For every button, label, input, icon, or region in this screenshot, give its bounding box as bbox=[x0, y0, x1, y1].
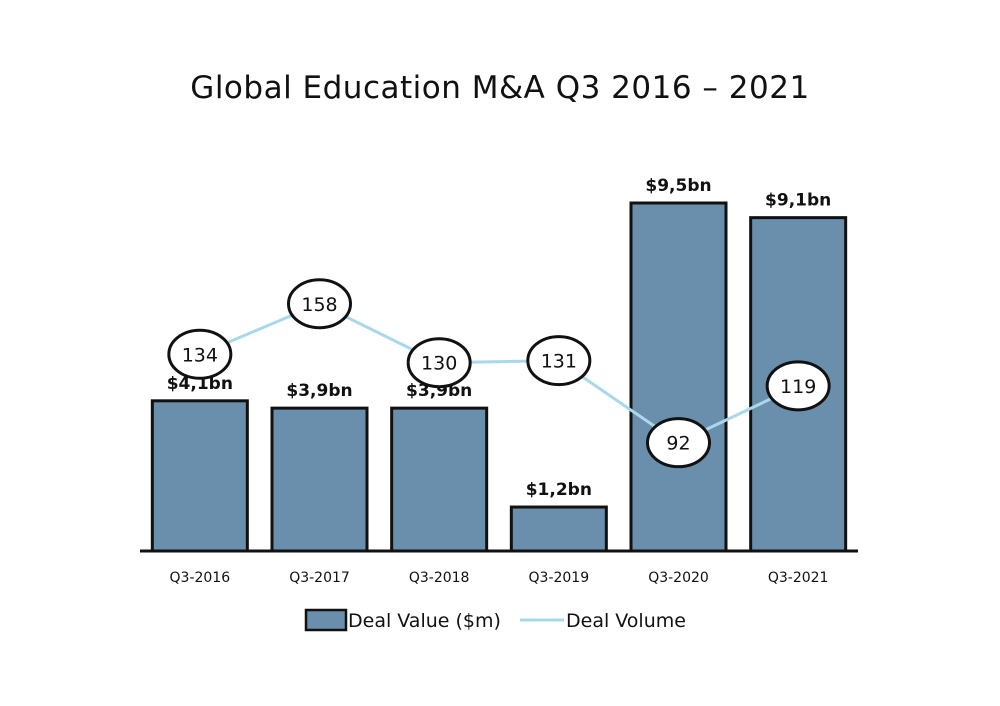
volume-point bbox=[406, 337, 472, 389]
bar-value-label: $9,5bn bbox=[645, 176, 711, 196]
bar-value-label: $4,1bn bbox=[167, 374, 233, 394]
chart-title: Global Education M&A Q3 2016 – 2021 bbox=[190, 70, 810, 106]
volume-label: 131 bbox=[541, 351, 577, 373]
volume-label: 134 bbox=[182, 344, 218, 366]
volume-label: 130 bbox=[421, 353, 457, 375]
volume-label: 92 bbox=[666, 433, 690, 455]
bar-value-label: $3,9bn bbox=[406, 381, 472, 401]
volume-point bbox=[646, 417, 711, 469]
bar bbox=[509, 505, 608, 553]
volume-point bbox=[526, 335, 592, 387]
bar-value-label: $1,2bn bbox=[526, 480, 592, 500]
volume-point bbox=[765, 360, 831, 412]
bar bbox=[270, 406, 369, 553]
volume-point bbox=[287, 278, 352, 330]
x-tick-label: Q3-2018 bbox=[409, 570, 470, 586]
x-tick-label: Q3-2019 bbox=[529, 570, 590, 586]
volume-label: 119 bbox=[780, 376, 816, 398]
x-tick-label: Q3-2021 bbox=[768, 570, 829, 586]
x-tick-label: Q3-2017 bbox=[289, 570, 350, 586]
x-tick-label: Q3-2016 bbox=[170, 570, 231, 586]
volume-point bbox=[167, 328, 233, 380]
bar bbox=[150, 399, 249, 553]
bar-value-label: $9,1bn bbox=[765, 191, 831, 211]
legend-deal-value: Deal Value ($m) bbox=[348, 610, 501, 632]
x-tick-label: Q3-2020 bbox=[648, 570, 709, 586]
legend-bar-swatch bbox=[304, 608, 348, 632]
volume-label: 158 bbox=[301, 294, 337, 316]
bar bbox=[390, 406, 489, 553]
bar bbox=[629, 201, 728, 553]
legend-deal-volume: Deal Volume bbox=[566, 610, 686, 632]
bar-value-label: $3,9bn bbox=[286, 381, 352, 401]
